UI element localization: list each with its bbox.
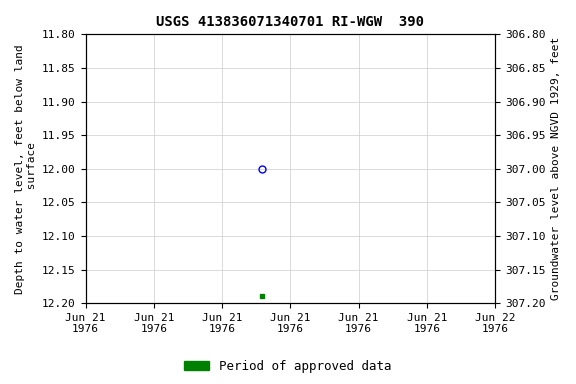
Legend: Period of approved data: Period of approved data bbox=[179, 355, 397, 378]
Y-axis label: Depth to water level, feet below land
 surface: Depth to water level, feet below land su… bbox=[15, 44, 37, 294]
Y-axis label: Groundwater level above NGVD 1929, feet: Groundwater level above NGVD 1929, feet bbox=[551, 37, 561, 300]
Title: USGS 413836071340701 RI-WGW  390: USGS 413836071340701 RI-WGW 390 bbox=[157, 15, 425, 29]
